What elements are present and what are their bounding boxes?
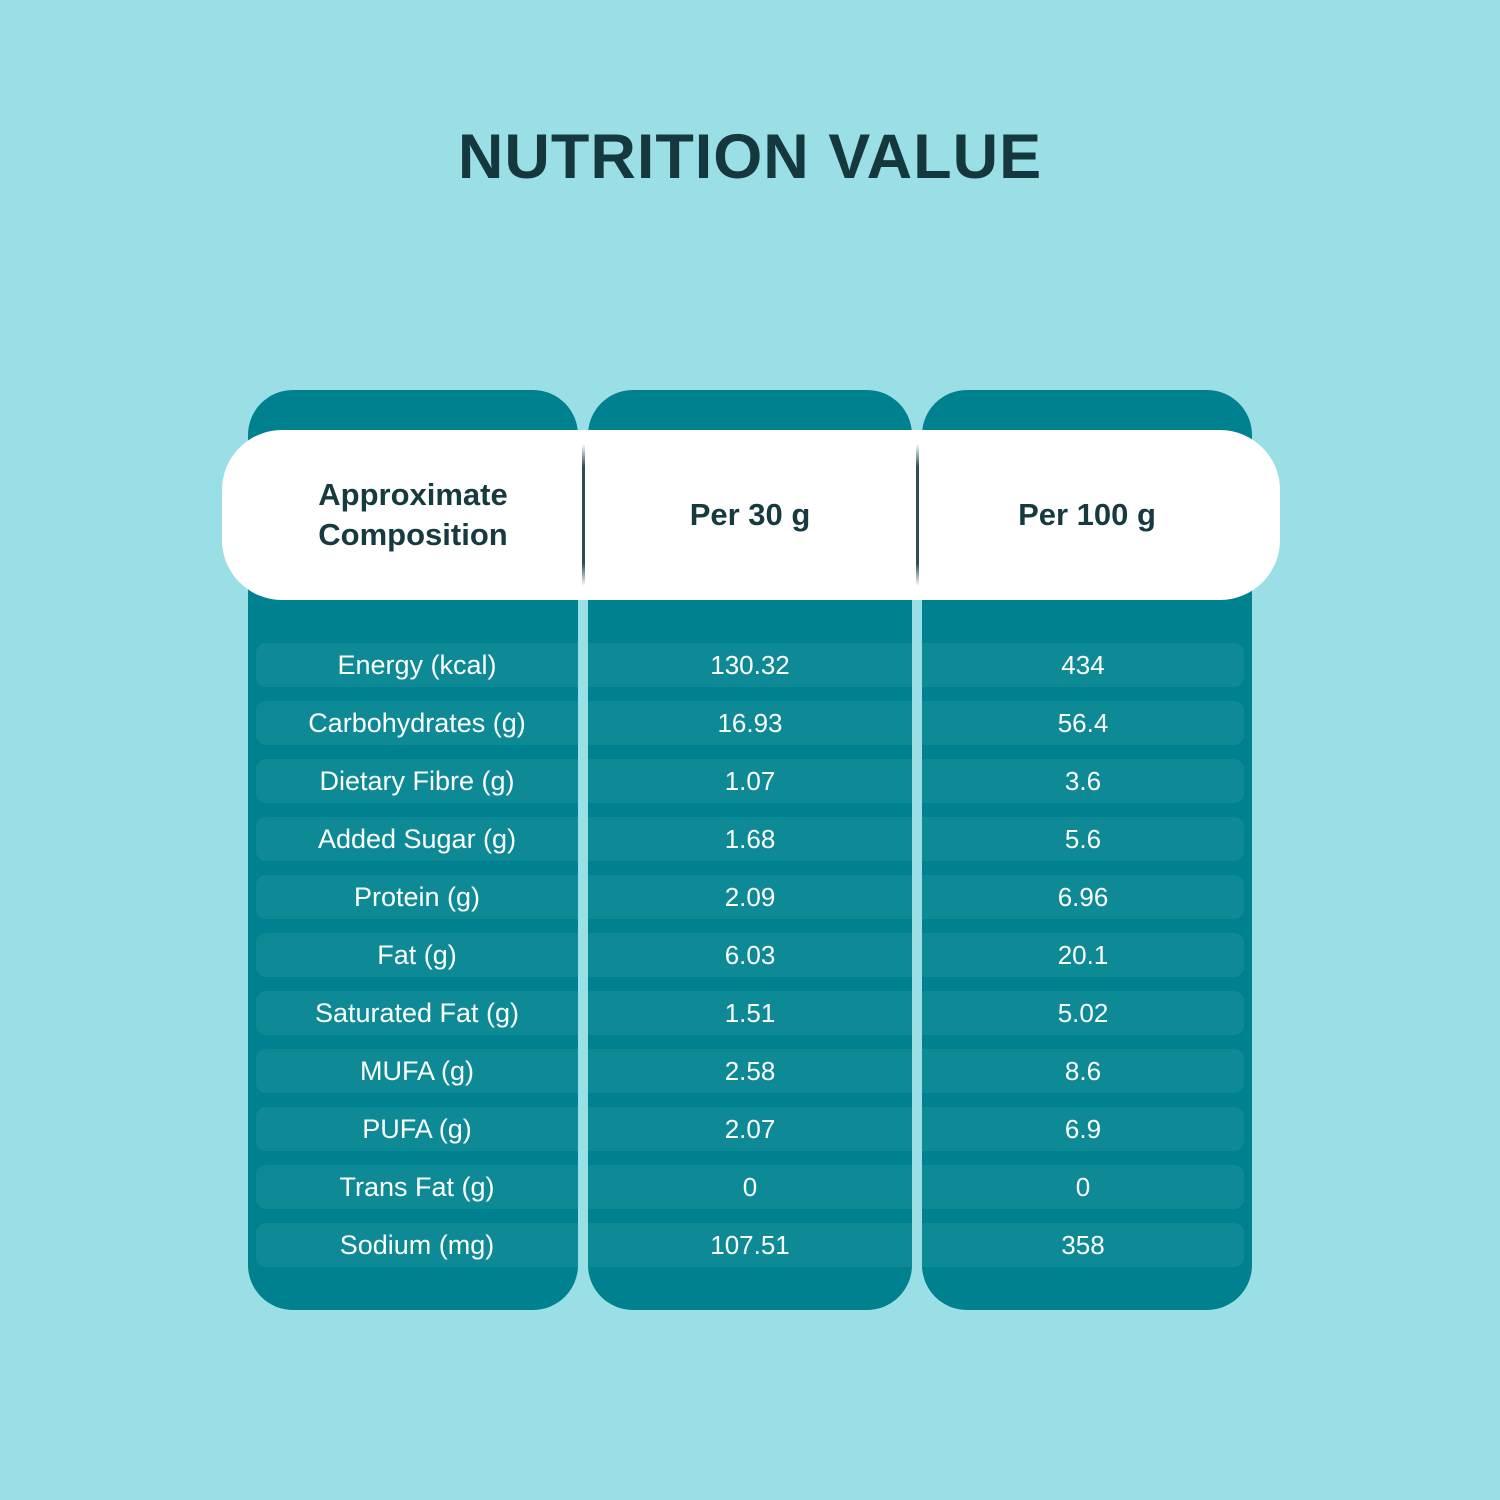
row-value-per30: 0 [588, 1165, 912, 1209]
per-30g-rows: 130.32 16.93 1.07 1.68 2.09 6.03 1.51 2.… [588, 643, 912, 1267]
row-label: Energy (kcal) [256, 643, 578, 687]
row-value-per30: 16.93 [588, 701, 912, 745]
row-value-per30: 2.07 [588, 1107, 912, 1151]
header-divider [582, 444, 585, 586]
row-value-per100: 5.6 [922, 817, 1244, 861]
row-value-per100: 6.96 [922, 875, 1244, 919]
row-value-per30: 2.09 [588, 875, 912, 919]
row-value-per30: 107.51 [588, 1223, 912, 1267]
table-header: Approximate Composition Per 30 g Per 100… [222, 430, 1280, 600]
header-composition: Approximate Composition [248, 430, 578, 600]
row-label: Protein (g) [256, 875, 578, 919]
header-per-30g-label: Per 30 g [689, 496, 811, 532]
row-value-per100: 6.9 [922, 1107, 1244, 1151]
row-value-per100: 0 [922, 1165, 1244, 1209]
row-value-per30: 1.68 [588, 817, 912, 861]
header-divider [916, 444, 919, 586]
row-value-per100: 5.02 [922, 991, 1244, 1035]
row-label: Sodium (mg) [256, 1223, 578, 1267]
row-label: Carbohydrates (g) [256, 701, 578, 745]
header-composition-label: Approximate Composition [318, 476, 508, 552]
row-value-per30: 1.07 [588, 759, 912, 803]
header-per-30g: Per 30 g [588, 430, 912, 600]
row-label: Dietary Fibre (g) [256, 759, 578, 803]
row-label: PUFA (g) [256, 1107, 578, 1151]
row-value-per100: 358 [922, 1223, 1244, 1267]
row-value-per30: 6.03 [588, 933, 912, 977]
row-value-per100: 434 [922, 643, 1244, 687]
composition-rows: Energy (kcal) Carbohydrates (g) Dietary … [248, 643, 578, 1267]
row-value-per100: 56.4 [922, 701, 1244, 745]
row-value-per30: 2.58 [588, 1049, 912, 1093]
row-label: Saturated Fat (g) [256, 991, 578, 1035]
row-label: Added Sugar (g) [256, 817, 578, 861]
row-label: MUFA (g) [256, 1049, 578, 1093]
per-100g-rows: 434 56.4 3.6 5.6 6.96 20.1 5.02 8.6 6.9 … [922, 643, 1252, 1267]
nutrition-table: Energy (kcal) Carbohydrates (g) Dietary … [222, 390, 1280, 1310]
row-label: Fat (g) [256, 933, 578, 977]
row-value-per100: 8.6 [922, 1049, 1244, 1093]
row-value-per30: 1.51 [588, 991, 912, 1035]
row-value-per100: 3.6 [922, 759, 1244, 803]
row-label: Trans Fat (g) [256, 1165, 578, 1209]
row-value-per100: 20.1 [922, 933, 1244, 977]
header-per-100g-label: Per 100 g [1018, 496, 1156, 532]
header-per-100g: Per 100 g [922, 430, 1252, 600]
page-title: NUTRITION VALUE [457, 122, 1043, 192]
row-value-per30: 130.32 [588, 643, 912, 687]
